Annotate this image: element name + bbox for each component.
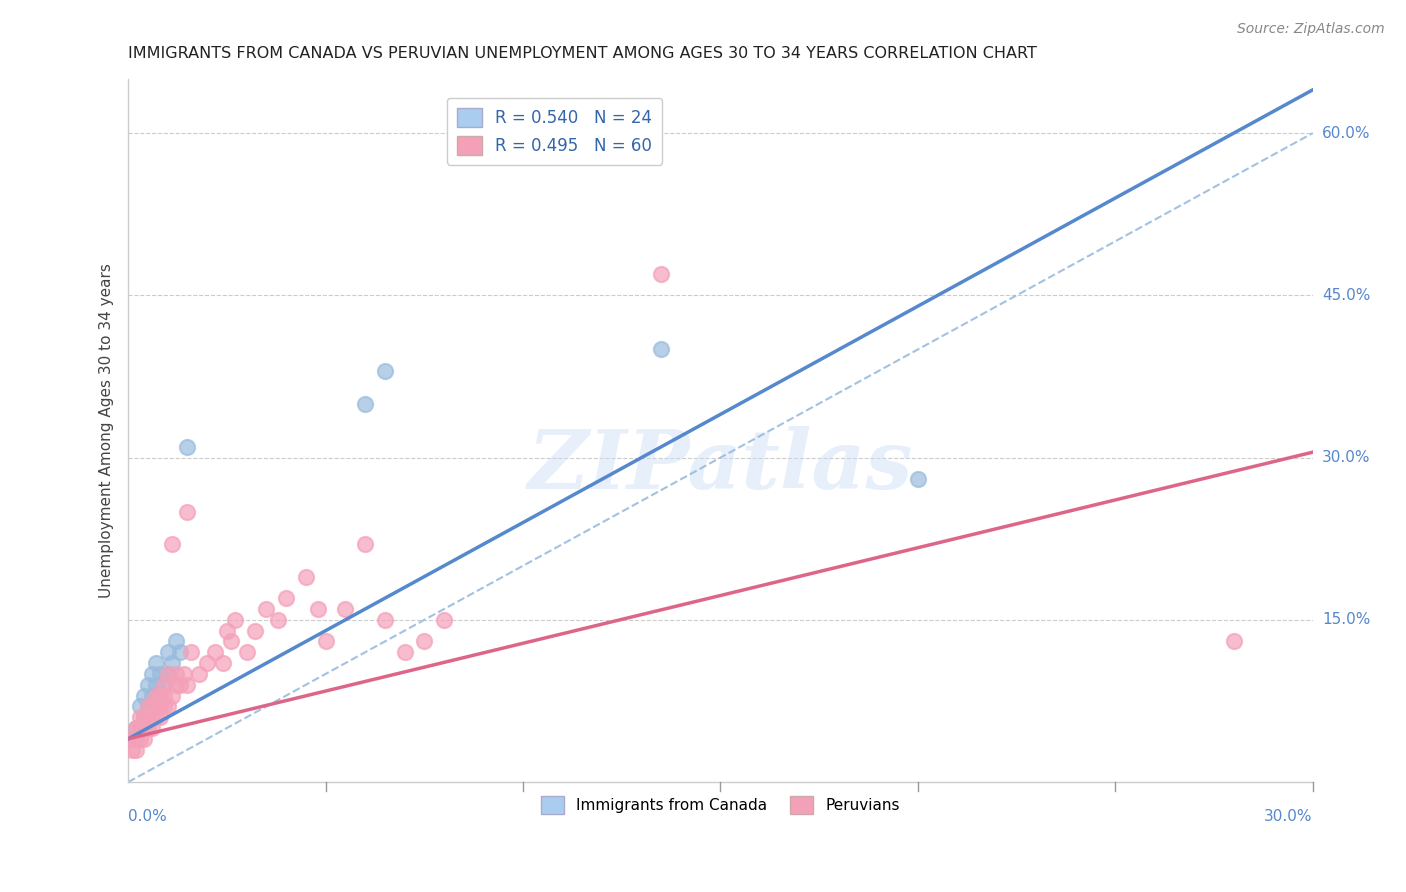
Point: [160, 656, 183, 670]
Text: Source: ZipAtlas.com: Source: ZipAtlas.com: [1237, 22, 1385, 37]
Point: [180, 645, 202, 659]
Point: [129, 699, 152, 714]
Point: [125, 721, 148, 735]
Point: [176, 678, 198, 692]
Point: [145, 699, 167, 714]
Point: [152, 678, 174, 692]
Point: [315, 634, 337, 648]
Point: [156, 699, 179, 714]
Point: [132, 710, 155, 724]
Point: [267, 613, 290, 627]
Point: [176, 505, 198, 519]
Point: [169, 678, 191, 692]
Point: [132, 721, 155, 735]
Point: [165, 678, 187, 692]
Text: 0.0%: 0.0%: [128, 809, 167, 824]
Point: [121, 731, 143, 746]
Point: [136, 721, 159, 735]
Point: [129, 710, 152, 724]
Point: [136, 710, 159, 724]
Text: 30.0%: 30.0%: [1264, 809, 1313, 824]
Point: [125, 742, 148, 756]
Point: [176, 440, 198, 454]
Point: [141, 710, 163, 724]
Point: [169, 645, 191, 659]
Point: [129, 721, 152, 735]
Point: [204, 645, 226, 659]
Point: [156, 645, 179, 659]
Point: [132, 731, 155, 746]
Point: [354, 396, 377, 410]
Point: [160, 537, 183, 551]
Point: [219, 634, 242, 648]
Legend: Immigrants from Canada, Peruvians: Immigrants from Canada, Peruvians: [534, 790, 905, 820]
Point: [165, 634, 187, 648]
Point: [152, 678, 174, 692]
Point: [152, 699, 174, 714]
Point: [149, 689, 172, 703]
Point: [254, 602, 277, 616]
Point: [907, 472, 929, 486]
Point: [141, 699, 163, 714]
Point: [160, 689, 183, 703]
Point: [224, 613, 246, 627]
Point: [121, 731, 143, 746]
Point: [195, 656, 218, 670]
Point: [173, 667, 195, 681]
Point: [335, 602, 357, 616]
Point: [129, 731, 152, 746]
Point: [394, 645, 416, 659]
Point: [295, 569, 318, 583]
Point: [212, 656, 235, 670]
Point: [125, 731, 148, 746]
Point: [141, 689, 163, 703]
Point: [433, 613, 456, 627]
Point: [650, 343, 672, 357]
Point: [145, 689, 167, 703]
Point: [141, 667, 163, 681]
Point: [188, 667, 211, 681]
Point: [136, 699, 159, 714]
Point: [243, 624, 266, 638]
Point: [149, 667, 172, 681]
Point: [307, 602, 329, 616]
Point: [374, 364, 396, 378]
Point: [165, 667, 187, 681]
Y-axis label: Unemployment Among Ages 30 to 34 years: Unemployment Among Ages 30 to 34 years: [100, 263, 114, 598]
Point: [149, 699, 172, 714]
Point: [121, 742, 143, 756]
Point: [145, 678, 167, 692]
Point: [235, 645, 257, 659]
Text: 30.0%: 30.0%: [1322, 450, 1371, 465]
Point: [413, 634, 436, 648]
Point: [132, 689, 155, 703]
Point: [215, 624, 238, 638]
Text: 45.0%: 45.0%: [1322, 288, 1371, 303]
Point: [149, 710, 172, 724]
Point: [156, 667, 179, 681]
Text: 15.0%: 15.0%: [1322, 612, 1371, 627]
Point: [145, 656, 167, 670]
Text: ZIPatlas: ZIPatlas: [527, 425, 914, 506]
Text: 60.0%: 60.0%: [1322, 126, 1371, 141]
Text: IMMIGRANTS FROM CANADA VS PERUVIAN UNEMPLOYMENT AMONG AGES 30 TO 34 YEARS CORREL: IMMIGRANTS FROM CANADA VS PERUVIAN UNEMP…: [128, 46, 1038, 62]
Point: [141, 721, 163, 735]
Point: [136, 699, 159, 714]
Point: [156, 667, 179, 681]
Point: [132, 710, 155, 724]
Point: [152, 689, 174, 703]
Point: [1222, 634, 1244, 648]
Point: [354, 537, 377, 551]
Point: [374, 613, 396, 627]
Point: [125, 721, 148, 735]
Point: [145, 710, 167, 724]
Point: [650, 267, 672, 281]
Point: [276, 591, 298, 606]
Point: [129, 721, 152, 735]
Point: [136, 678, 159, 692]
